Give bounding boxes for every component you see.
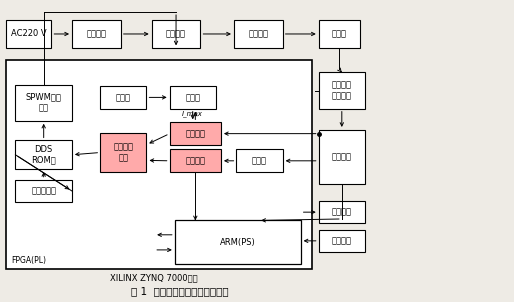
FancyBboxPatch shape bbox=[100, 133, 146, 172]
Text: 比较器: 比较器 bbox=[116, 93, 131, 102]
FancyBboxPatch shape bbox=[152, 20, 200, 48]
FancyBboxPatch shape bbox=[319, 130, 365, 184]
Text: 信号调理: 信号调理 bbox=[332, 153, 352, 162]
Text: 逆变电路: 逆变电路 bbox=[166, 30, 186, 38]
Text: 相位累加器: 相位累加器 bbox=[31, 187, 56, 195]
FancyBboxPatch shape bbox=[15, 140, 72, 169]
Text: 图 1  宽频超声波电源系统结构图: 图 1 宽频超声波电源系统结构图 bbox=[131, 286, 229, 296]
FancyBboxPatch shape bbox=[15, 180, 72, 202]
Text: ARM(PS): ARM(PS) bbox=[220, 238, 255, 247]
Text: 显示模块: 显示模块 bbox=[332, 208, 352, 217]
FancyBboxPatch shape bbox=[170, 122, 221, 145]
Text: 电压电流
反馈电路: 电压电流 反馈电路 bbox=[332, 81, 352, 101]
Text: 频率搜索: 频率搜索 bbox=[186, 129, 205, 138]
Text: XILINX ZYNQ 7000系列: XILINX ZYNQ 7000系列 bbox=[111, 273, 198, 282]
FancyBboxPatch shape bbox=[236, 149, 283, 172]
Text: 按键模块: 按键模块 bbox=[332, 236, 352, 245]
FancyBboxPatch shape bbox=[234, 20, 283, 48]
FancyBboxPatch shape bbox=[319, 20, 360, 48]
Text: 存储器: 存储器 bbox=[185, 93, 200, 102]
Text: SPWM生成
模块: SPWM生成 模块 bbox=[26, 93, 62, 113]
Text: 频率字选
择器: 频率字选 择器 bbox=[114, 143, 133, 162]
FancyBboxPatch shape bbox=[175, 220, 301, 264]
Text: 换能器: 换能器 bbox=[332, 30, 347, 38]
Text: FPGA(PL): FPGA(PL) bbox=[11, 256, 46, 265]
FancyBboxPatch shape bbox=[15, 85, 72, 121]
Text: 频率跟踪: 频率跟踪 bbox=[186, 156, 205, 165]
FancyBboxPatch shape bbox=[6, 20, 51, 48]
Text: 整流电路: 整流电路 bbox=[86, 30, 106, 38]
FancyBboxPatch shape bbox=[319, 72, 365, 109]
Text: 鉴相器: 鉴相器 bbox=[252, 156, 267, 165]
FancyBboxPatch shape bbox=[170, 86, 216, 109]
FancyBboxPatch shape bbox=[170, 149, 221, 172]
FancyBboxPatch shape bbox=[319, 201, 365, 223]
Text: 匹配电路: 匹配电路 bbox=[248, 30, 268, 38]
FancyBboxPatch shape bbox=[6, 60, 312, 269]
Text: AC220 V: AC220 V bbox=[11, 30, 47, 38]
Text: DDS
ROM表: DDS ROM表 bbox=[31, 145, 56, 165]
FancyBboxPatch shape bbox=[72, 20, 121, 48]
FancyBboxPatch shape bbox=[319, 230, 365, 252]
FancyBboxPatch shape bbox=[100, 86, 146, 109]
Text: I_max: I_max bbox=[182, 111, 203, 117]
